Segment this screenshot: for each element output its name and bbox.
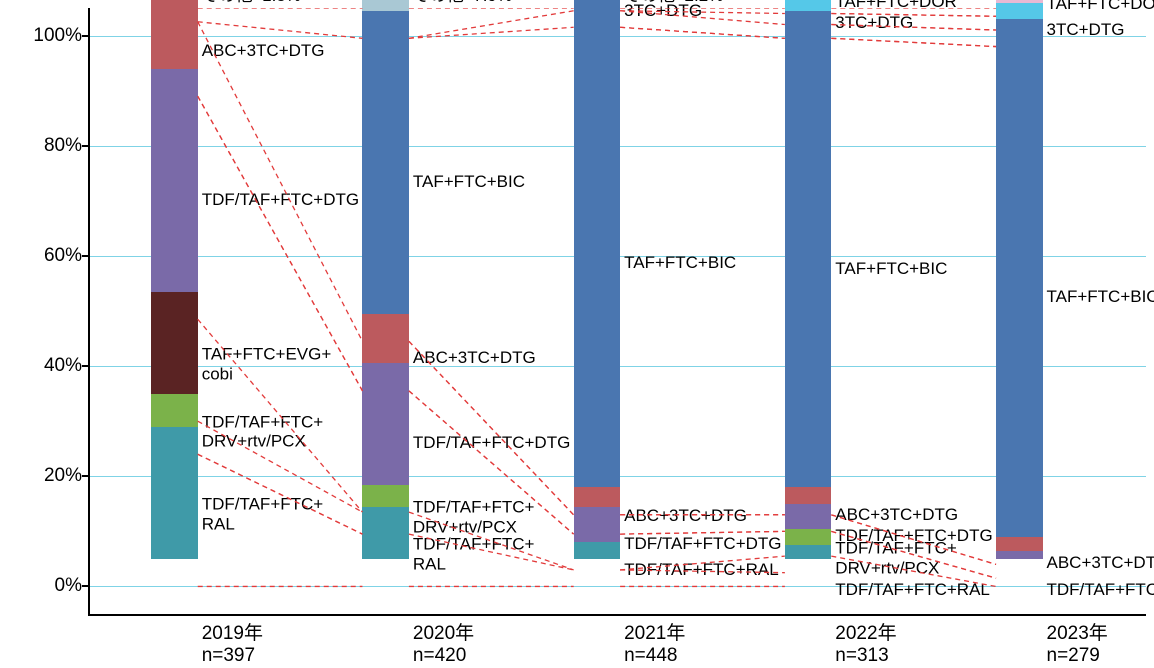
segment-label: その他 1.5%	[202, 0, 301, 6]
bar	[996, 8, 1042, 586]
segment-label: TDF/TAF+FTC+ RAL	[202, 495, 324, 534]
segment-TDF-TAF-FTC-RAL	[785, 545, 831, 559]
xcat-year: 2019年	[202, 618, 263, 645]
xcat-year: 2023年	[1047, 618, 1108, 645]
segment-TAF-FTC-BIC	[574, 0, 620, 487]
segment-TDF-TAF-FTC-DTG	[151, 69, 197, 292]
xcat-n: n=420	[413, 645, 474, 667]
segment-label: TAF+FTC+EVG+ cobi	[202, 345, 332, 384]
segment-label: TDF/TAF+FTC+RAL	[835, 580, 990, 600]
segment-label: TDF/TAF+FTC+DTG	[624, 534, 781, 554]
segment-TDF-TAF-FTC-RAL	[574, 542, 620, 559]
segment-label: TDF/TAF+FTC+ DRV+rtv/PCX	[413, 497, 535, 536]
segment-ABC-3TC-DTG	[362, 314, 408, 364]
bar	[785, 8, 831, 586]
segment-label: TAF+FTC+BIC	[624, 253, 736, 273]
stacked-bar-chart: 0%20%40%60%80%100%TDF/TAF+FTC+ RALTDF/TA…	[0, 0, 1154, 668]
xcat-label: 2020年n=420	[413, 614, 474, 667]
xcat-n: n=313	[835, 645, 896, 667]
plot-area: 0%20%40%60%80%100%TDF/TAF+FTC+ RALTDF/TA…	[88, 8, 1146, 616]
segment-TDF-TAF-FTC-DTG	[362, 363, 408, 484]
xcat-n: n=279	[1047, 645, 1108, 667]
segment-TDF-TAF-FTC-RAL	[151, 427, 197, 559]
bar	[574, 8, 620, 586]
segment-TAF-FTC-DOR	[996, 0, 1042, 3]
segment-TDF-TAF-FTC-DTG	[574, 507, 620, 543]
segment-TDF-TAF-FTC-DTG	[785, 504, 831, 529]
segment-TAF-FTC-EVG-cobi	[151, 292, 197, 394]
ytick-label: 40%	[44, 355, 90, 377]
segment-TDF-TAF-FTC-DRV-rtv-PCX	[362, 485, 408, 507]
segment-label: その他 2.2%	[624, 0, 723, 6]
segment-label: TDF/TAF+FTC+DTG	[835, 526, 992, 546]
segment-ABC-3TC-DTG	[785, 487, 831, 504]
segment-ABC-3TC-DTG	[574, 487, 620, 506]
segment-3TC-DTG	[785, 0, 831, 11]
ytick-label: 60%	[44, 245, 90, 267]
segment-TDF-TAF-FTC-DRV-rtv-PCX	[151, 394, 197, 427]
segment-label: TDF/TAF+FTC+RAL	[624, 560, 779, 580]
segment-ABC-3TC-DTG	[996, 537, 1042, 551]
segment-label: 3TC+DTG	[835, 14, 913, 34]
xcat-year: 2021年	[624, 618, 685, 645]
xcat-year: 2020年	[413, 618, 474, 645]
xcat-n: n=448	[624, 645, 685, 667]
segment-label: ABC+3TC+DTG	[835, 505, 958, 525]
segment-ABC-3TC-DTG	[151, 0, 197, 69]
ytick-label: 0%	[55, 575, 90, 597]
segment-TDF-TAF-FTC-RAL	[362, 507, 408, 559]
segment-label: その他 7.9%	[413, 0, 512, 6]
segment-label: ABC+3TC+DTG	[202, 41, 325, 61]
segment-3TC-DTG	[996, 3, 1042, 20]
segment-label: TDF/TAF+FTC+DTG	[202, 190, 359, 210]
segment-label: 3TC+DTG	[1047, 20, 1125, 40]
bar	[151, 8, 197, 586]
ytick-label: 80%	[44, 135, 90, 157]
bar	[362, 8, 408, 586]
xcat-label: 2022年n=313	[835, 614, 896, 667]
segment-label: TAF+FTC+BIC	[1047, 288, 1154, 308]
segment-TDF-TAF-FTC-DTG	[996, 551, 1042, 559]
xcat-label: 2021年n=448	[624, 614, 685, 667]
segment-label: ABC+3TC+DTG	[413, 348, 536, 368]
segment-label: TAF+FTC+BIC	[413, 172, 525, 192]
xcat-n: n=397	[202, 645, 263, 667]
ytick-label: 20%	[44, 465, 90, 487]
segment-label: TDF/TAF+FTC+DTG	[1047, 580, 1154, 600]
segment-label: TDF/TAF+FTC+ DRV+rtv/PCX	[202, 412, 324, 451]
ytick-label: 100%	[33, 25, 90, 47]
segment-TAF-FTC-BIC	[785, 11, 831, 488]
segment-TDF-TAF-FTC-DRV-rtv-PCX	[785, 529, 831, 546]
xcat-year: 2022年	[835, 618, 896, 645]
segment-label: ABC+3TC+DTG	[624, 507, 747, 527]
xcat-label: 2023年n=279	[1047, 614, 1108, 667]
segment-label: TAF+FTC+BIC	[835, 259, 947, 279]
segment-TAF-FTC-BIC	[362, 11, 408, 314]
xcat-label: 2019年n=397	[202, 614, 263, 667]
segment-TAF-FTC-BIC	[996, 19, 1042, 537]
segment-label: TDF/TAF+FTC+ RAL	[413, 535, 535, 574]
segment-label: TAF+FTC+DOR	[835, 0, 957, 11]
segment-label: TAF+FTC+DOR	[1047, 0, 1154, 14]
segment-label: ABC+3TC+DTG	[1047, 553, 1154, 573]
segment-label: TDF/TAF+FTC+DTG	[413, 434, 570, 454]
segment--	[362, 0, 408, 11]
